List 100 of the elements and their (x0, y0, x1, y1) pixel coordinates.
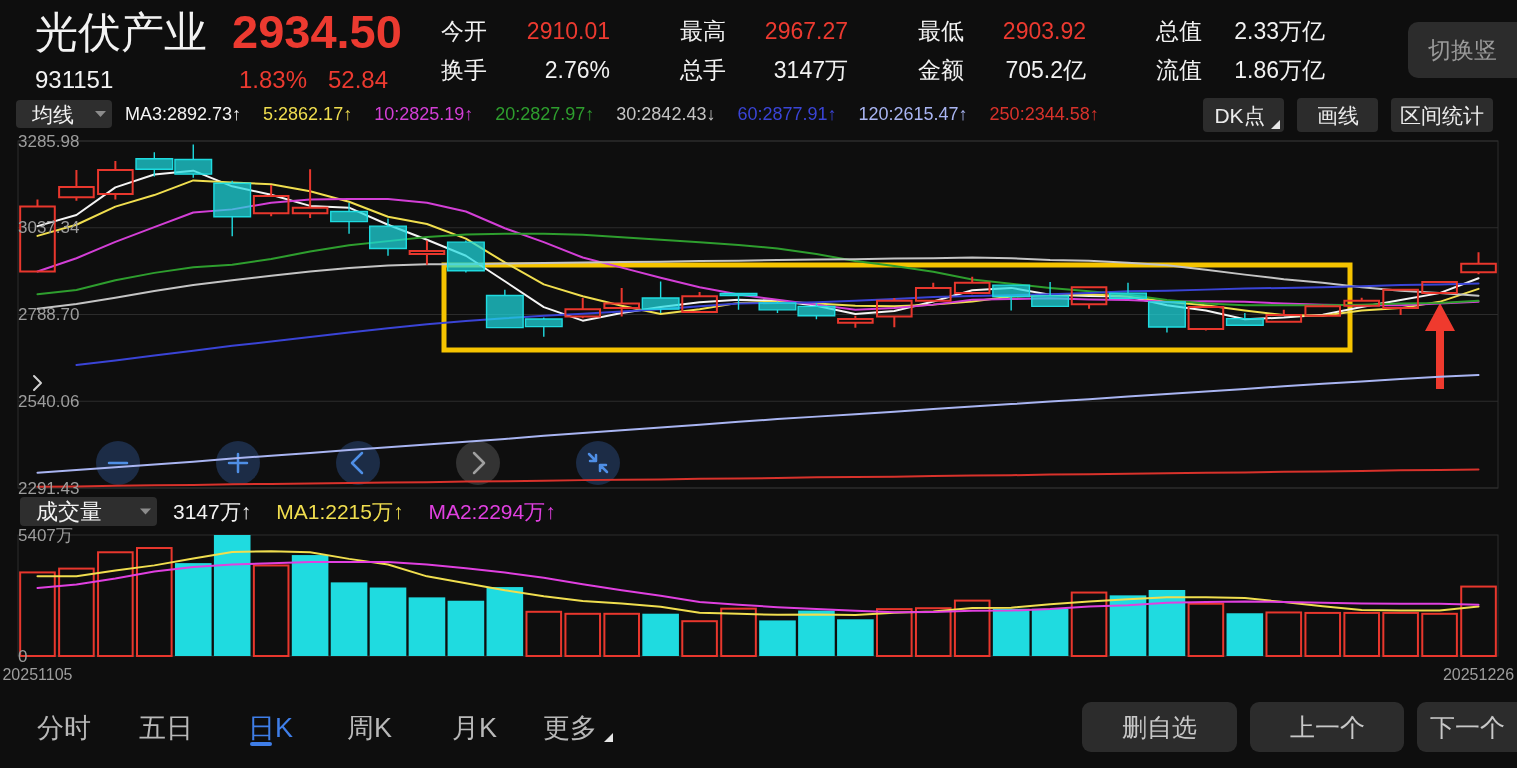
bar (408, 597, 446, 656)
draw-button: 画线 (1297, 98, 1378, 132)
bar (97, 551, 134, 657)
text: 250:2344.58↑ (989, 104, 1099, 124)
text: 更多 (543, 713, 597, 743)
bar (564, 612, 602, 657)
candlestick (252, 183, 290, 218)
bar (291, 555, 329, 656)
bar (798, 610, 835, 656)
candlestick (1265, 308, 1303, 324)
text: 30:2842.43↓ (616, 104, 716, 124)
bar (252, 564, 290, 657)
x-tick-label: 20251226 (1442, 665, 1515, 683)
bar (1148, 589, 1186, 656)
text: 52.84 (328, 66, 389, 93)
text: 月K (452, 713, 498, 743)
text: 2.76% (544, 57, 610, 83)
text: 3147万↑ (173, 499, 252, 523)
line-series (36, 232, 1480, 307)
text: 2934.50 (232, 5, 402, 58)
bar (992, 608, 1030, 656)
text: 2910.01 (526, 18, 610, 44)
bar (681, 620, 718, 657)
bar (1109, 595, 1147, 656)
indicator-dropdown: 均线 (16, 100, 112, 128)
text: MA3:2892.73↑ (125, 104, 242, 124)
bar (525, 610, 563, 657)
bar (486, 587, 524, 656)
text: 5:2862.17↑ (263, 104, 353, 124)
y-tick-label: 3285.98 (18, 131, 80, 151)
candlestick (1225, 312, 1264, 327)
candlestick (330, 202, 369, 235)
line-series (36, 550, 1480, 617)
text: 2.33万亿 (1234, 18, 1325, 44)
line-series (36, 561, 1480, 614)
y-tick-label: 2788.70 (18, 305, 80, 324)
text: 1.83% (239, 66, 308, 93)
text: 60:2877.91↑ (737, 104, 837, 124)
candlestick (1460, 251, 1497, 276)
candlestick (368, 217, 408, 257)
text: 五日 (139, 713, 193, 743)
bar (330, 582, 368, 656)
bar (174, 563, 212, 656)
bar (720, 607, 757, 657)
dk-button: DK点 (1203, 98, 1284, 132)
candlestick (1421, 280, 1458, 295)
bar (837, 619, 874, 656)
text: 最低 (918, 18, 964, 44)
bar (1031, 608, 1069, 656)
text: 流值 (1156, 57, 1202, 83)
remove-button: 删自选 (1082, 702, 1237, 752)
candlestick (446, 239, 485, 274)
bar (1421, 612, 1458, 657)
bar (642, 613, 679, 656)
candlestick (837, 314, 874, 329)
bar (58, 567, 95, 657)
candlestick (1108, 281, 1148, 300)
text: 3147万 (773, 57, 848, 83)
bar (1460, 585, 1497, 657)
candlestick (1343, 296, 1380, 308)
candlestick (681, 291, 718, 314)
candlestick (719, 292, 758, 311)
bar (1187, 602, 1225, 657)
candlestick (603, 286, 640, 318)
text: 分时 (37, 713, 91, 743)
candlestick (953, 275, 991, 296)
bar (1382, 611, 1419, 657)
candlestick (1382, 287, 1419, 317)
text: 705.2亿 (1005, 57, 1086, 83)
volume-dropdown: 成交量 (20, 497, 157, 526)
bar (369, 587, 407, 656)
text: 931151 (35, 66, 114, 93)
candlestick (1070, 285, 1108, 310)
text: 金额 (918, 57, 964, 83)
text: 最高 (680, 18, 726, 44)
bar (953, 599, 991, 657)
text: 周K (347, 713, 393, 743)
bar (914, 607, 952, 657)
candlestick (1147, 300, 1186, 334)
text: 日K (248, 713, 294, 743)
next-button: 下一个 (1417, 702, 1517, 752)
series-label: MA2:2294万↑ (428, 499, 556, 523)
candlestick (1187, 305, 1225, 332)
text: 换手 (441, 57, 487, 83)
candlestick (1304, 303, 1342, 318)
y-tick-label: 5407万 (18, 525, 73, 545)
bar (1304, 611, 1342, 657)
candlestick (876, 297, 913, 329)
candlestick (914, 281, 952, 303)
text: 光伏产业 (35, 8, 207, 56)
bar (876, 608, 913, 657)
previous-button: 上一个 (1250, 702, 1404, 752)
candlestick (97, 159, 134, 201)
switch-button: 切换竖 (1408, 22, 1517, 78)
candlestick (564, 297, 602, 320)
text: 120:2615.47↑ (858, 104, 968, 124)
bar (1265, 611, 1303, 657)
candlestick (408, 239, 446, 266)
text: 2967.27 (764, 18, 848, 44)
bar (1226, 613, 1264, 656)
